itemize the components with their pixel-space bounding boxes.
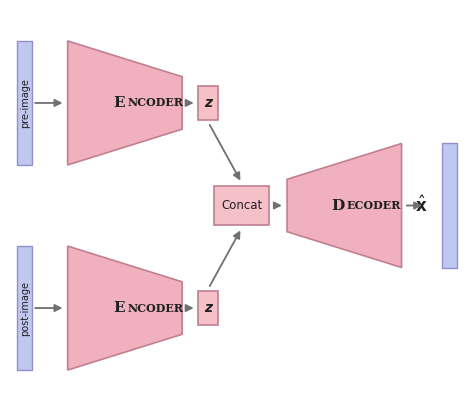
FancyBboxPatch shape [198, 86, 219, 120]
Text: E: E [113, 96, 125, 110]
Text: $\hat{\mathbf{x}}$: $\hat{\mathbf{x}}$ [415, 195, 428, 216]
FancyBboxPatch shape [442, 143, 457, 268]
Text: NCODER: NCODER [128, 97, 183, 109]
FancyBboxPatch shape [214, 186, 269, 225]
Text: D: D [331, 199, 344, 212]
Text: NCODER: NCODER [128, 302, 183, 314]
Polygon shape [68, 41, 182, 165]
FancyBboxPatch shape [17, 246, 32, 370]
FancyBboxPatch shape [198, 291, 219, 325]
Text: post-image: post-image [20, 281, 30, 335]
FancyBboxPatch shape [17, 41, 32, 165]
Text: z: z [204, 96, 212, 110]
Text: ECODER: ECODER [346, 200, 401, 211]
Polygon shape [68, 246, 182, 370]
Polygon shape [287, 143, 401, 268]
Text: Concat: Concat [221, 199, 263, 212]
Text: E: E [113, 301, 125, 315]
Text: pre-image: pre-image [20, 78, 30, 128]
Text: z: z [204, 301, 212, 315]
